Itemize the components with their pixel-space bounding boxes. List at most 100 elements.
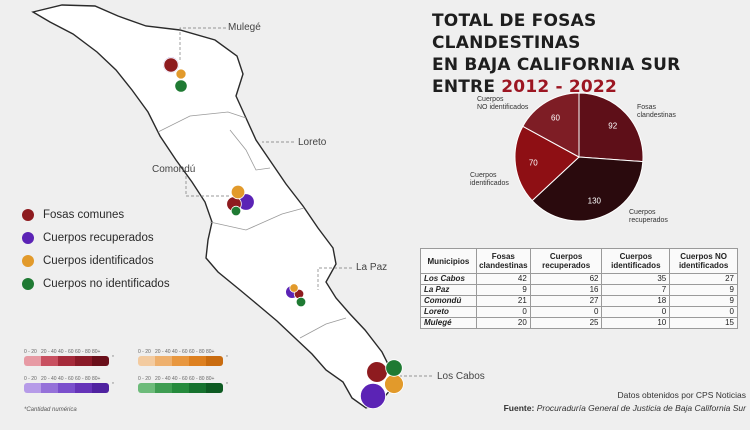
legend-dot-icon bbox=[22, 231, 34, 244]
scale-swatch bbox=[75, 356, 92, 366]
table-cell-municipio: Los Cabos bbox=[420, 273, 477, 285]
legend-dot-icon bbox=[22, 254, 34, 267]
scale-tick: 80+ bbox=[206, 376, 215, 382]
scale-swatch bbox=[58, 356, 75, 366]
pie-label-fosas: Fosas clandestinas bbox=[637, 104, 676, 120]
table-cell: 27 bbox=[669, 273, 738, 285]
footer-credit-label: Fuente: bbox=[503, 403, 535, 413]
title-line-3: ENTRE 2012 - 2022 bbox=[432, 76, 742, 98]
scale-tick: 20 - 40 bbox=[155, 349, 171, 355]
table-cell: 10 bbox=[601, 317, 671, 329]
pie-chart: 92 130 70 60 bbox=[514, 92, 644, 222]
scale-swatch bbox=[58, 383, 75, 393]
map-markers bbox=[162, 56, 404, 409]
marker-identificados bbox=[384, 374, 404, 394]
pie-label-line: clandestinas bbox=[637, 112, 676, 119]
scale-swatch bbox=[24, 383, 41, 393]
scale-tick: 40 - 60 bbox=[172, 349, 188, 355]
pie-label-line: identificados bbox=[470, 180, 509, 187]
table-row: Comondú 21 27 18 9 bbox=[420, 295, 738, 307]
scale-tick: 60 - 80 bbox=[75, 376, 91, 382]
pie-label-line: Cuerpos bbox=[629, 209, 656, 216]
pie-slice-no-identificados bbox=[522, 92, 580, 158]
legend-label: Cuerpos identificados bbox=[43, 254, 154, 267]
table-cell: 7 bbox=[601, 284, 671, 296]
table-cell: 9 bbox=[475, 284, 531, 296]
city-label-los-cabos: Los Cabos bbox=[437, 371, 485, 382]
peninsula-outline bbox=[31, 4, 393, 409]
scale-swatch bbox=[206, 383, 223, 393]
table-row: Los Cabos 42 62 35 27 bbox=[420, 273, 738, 285]
scale-tick: 60 - 80 bbox=[189, 376, 205, 382]
border-mulege-comondu bbox=[157, 111, 247, 133]
scale-ramp-recuperados: 0 - 20 20 - 40 40 - 60 60 - 80 80+ * bbox=[24, 376, 114, 393]
table-cell: 20 bbox=[475, 317, 531, 329]
pie-slice-recuperados bbox=[531, 156, 644, 222]
scale-tick: 40 - 60 bbox=[58, 349, 74, 355]
table-cell: 0 bbox=[529, 306, 603, 318]
scale-tick: 80+ bbox=[206, 349, 215, 355]
pie-label-identificados: Cuerpos identificados bbox=[470, 172, 509, 188]
table-cell: 42 bbox=[475, 273, 531, 285]
table-cell: 25 bbox=[529, 317, 603, 329]
scale-swatch bbox=[155, 383, 172, 393]
scale-swatch bbox=[189, 356, 206, 366]
scale-swatch bbox=[189, 383, 206, 393]
scale-ramp-identificados: 0 - 20 20 - 40 40 - 60 60 - 80 80+ * bbox=[138, 349, 228, 366]
scale-bar bbox=[138, 356, 223, 366]
scale-swatch bbox=[138, 356, 155, 366]
table-cell-municipio: Loreto bbox=[420, 306, 477, 318]
marker-identificados bbox=[230, 184, 246, 200]
scale-swatch bbox=[155, 356, 172, 366]
border-comondu-lapaz bbox=[209, 207, 305, 231]
scale-ticks: 0 - 20 20 - 40 40 - 60 60 - 80 80+ bbox=[24, 376, 109, 383]
pie-value-label-no-identificados: 60 bbox=[551, 113, 560, 122]
scale-swatch bbox=[75, 383, 92, 393]
scale-swatch bbox=[41, 356, 58, 366]
table-header: Municipios bbox=[420, 248, 477, 274]
scale-ticks: 0 - 20 20 - 40 40 - 60 60 - 80 80+ bbox=[138, 376, 223, 383]
scale-swatch bbox=[172, 356, 189, 366]
pie-label-no-identificados: Cuerpos NO identificados bbox=[477, 96, 528, 112]
pie-label-line: Cuerpos bbox=[477, 96, 504, 103]
legend-item-cuerpos-no-identificados: Cuerpos no identificados bbox=[22, 272, 170, 295]
city-label-mulege: Mulegé bbox=[228, 22, 261, 33]
pie-value-label-fosas: 92 bbox=[608, 122, 617, 131]
border-loreto bbox=[229, 129, 271, 171]
marker-fosas bbox=[163, 57, 179, 73]
table-cell: 27 bbox=[529, 295, 603, 307]
scale-swatch bbox=[206, 356, 223, 366]
scale-swatch bbox=[41, 383, 58, 393]
table-cell-municipio: Comondú bbox=[420, 295, 477, 307]
marker-no-identificados bbox=[295, 296, 307, 308]
scale-tick: 60 - 80 bbox=[75, 349, 91, 355]
legend-item-fosas-comunes: Fosas comunes bbox=[22, 203, 170, 226]
scale-swatch bbox=[92, 356, 109, 366]
table-header: Cuerpos NO identificados bbox=[669, 248, 738, 274]
pie-label-line: Cuerpos bbox=[470, 172, 497, 179]
marker-fosas bbox=[366, 361, 388, 383]
scale-star: * bbox=[226, 355, 228, 361]
pie-value-label-identificados: 70 bbox=[529, 159, 538, 168]
scale-star: * bbox=[112, 382, 114, 388]
scale-tick: 20 - 40 bbox=[41, 349, 57, 355]
marker-identificados bbox=[289, 283, 299, 293]
border-lapaz-loscabos bbox=[299, 317, 347, 339]
table-cell-municipio: La Paz bbox=[420, 284, 477, 296]
pie-label-line: NO identificados bbox=[477, 104, 529, 111]
legend-label: Fosas comunes bbox=[43, 208, 125, 221]
city-label-la-paz: La Paz bbox=[356, 262, 388, 273]
table-cell: 62 bbox=[529, 273, 603, 285]
pie-label-line: Fosas bbox=[637, 104, 657, 111]
scale-tick: 0 - 20 bbox=[138, 376, 151, 382]
scale-tick: 0 - 20 bbox=[24, 349, 37, 355]
scale-ramp-no-identificados: 0 - 20 20 - 40 40 - 60 60 - 80 80+ * bbox=[138, 376, 228, 393]
marker-identificados bbox=[175, 68, 187, 80]
table-cell: 0 bbox=[669, 306, 738, 318]
legend-item-cuerpos-recuperados: Cuerpos recuperados bbox=[22, 226, 170, 249]
table-cell: 9 bbox=[669, 284, 738, 296]
table-cell-municipio: Mulegé bbox=[420, 317, 477, 329]
leader-comondu bbox=[185, 176, 230, 197]
